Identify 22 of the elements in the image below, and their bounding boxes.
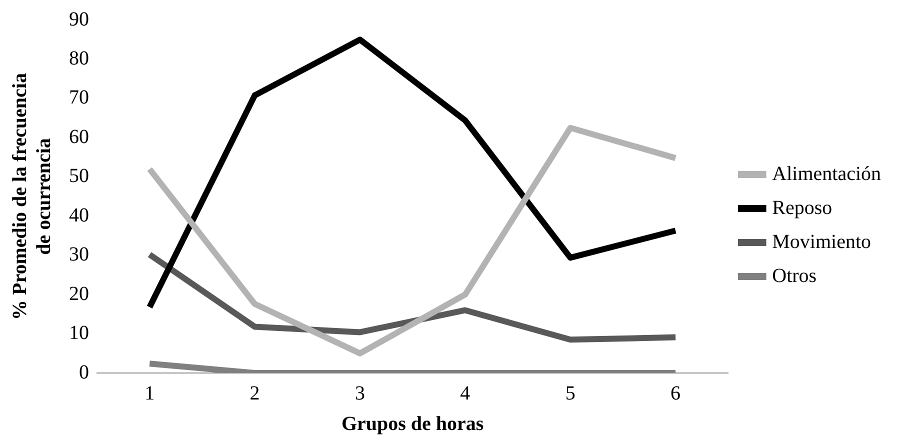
legend-label: Alimentación (772, 162, 881, 185)
y-tick-label: 20 (69, 282, 89, 305)
y-tick-label: 50 (69, 165, 89, 188)
y-tick-label: 60 (69, 126, 89, 148)
y-tick-label: 80 (69, 47, 89, 70)
y-tick-label: 0 (79, 361, 89, 384)
x-tick-label: 2 (250, 382, 260, 404)
legend-label: Reposo (772, 196, 832, 219)
y-tick-label: 40 (69, 204, 89, 226)
x-tick-label: 5 (565, 382, 576, 404)
y-axis-title: % Promedio de la frecuencia de ocurrencia (9, 73, 56, 320)
y-tick-label: 70 (69, 86, 89, 109)
y-tick-label: 30 (69, 244, 89, 266)
x-tick-label: 4 (460, 382, 470, 404)
x-tick-label: 6 (670, 382, 681, 404)
x-tick-label: 1 (144, 382, 155, 404)
x-axis-title: Grupos de horas (341, 413, 484, 436)
x-tick-label: 3 (354, 382, 365, 404)
y-tick-label: 10 (69, 322, 89, 344)
legend-label: Otros (772, 264, 817, 287)
legend-label: Movimiento (772, 230, 872, 253)
y-tick-label: 90 (69, 8, 89, 30)
